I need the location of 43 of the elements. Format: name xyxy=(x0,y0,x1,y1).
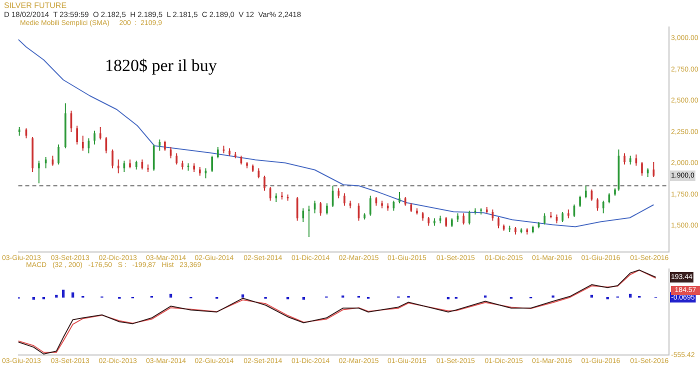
candlestick xyxy=(82,135,84,152)
candlestick xyxy=(369,195,372,216)
candlestick xyxy=(641,162,643,176)
candlestick xyxy=(445,216,448,228)
candlestick xyxy=(624,152,626,165)
chart-title: SILVER FUTURE xyxy=(4,1,67,10)
bar xyxy=(62,290,65,298)
annotation: 1820$ per il buy xyxy=(105,56,217,75)
candlestick xyxy=(302,208,304,222)
candlestick xyxy=(498,216,500,229)
candlestick xyxy=(164,140,166,152)
candlestick xyxy=(579,195,581,208)
candlestick xyxy=(468,210,470,225)
candlestick xyxy=(344,192,346,206)
candlestick xyxy=(264,175,266,192)
candlestick xyxy=(58,144,60,165)
candlestick xyxy=(562,212,564,222)
candlestick xyxy=(596,198,598,212)
candlestick xyxy=(608,192,610,204)
candlestick xyxy=(112,149,114,169)
candlestick xyxy=(94,130,96,145)
candlestick xyxy=(152,144,155,172)
candlestick xyxy=(320,202,322,216)
candlestick xyxy=(216,146,219,159)
candlestick xyxy=(99,126,102,140)
candlestick xyxy=(158,139,161,152)
bar xyxy=(552,295,554,298)
candlestick xyxy=(602,200,604,214)
candlestick xyxy=(211,155,213,172)
candlestick xyxy=(326,202,328,215)
candlestick xyxy=(117,159,120,174)
candlestick xyxy=(635,154,638,166)
candlestick xyxy=(308,205,310,238)
candlestick xyxy=(38,160,40,184)
candlestick xyxy=(398,192,400,204)
candlestick xyxy=(338,188,340,199)
candlestick xyxy=(544,212,546,225)
candlestick xyxy=(176,152,178,165)
candlestick xyxy=(652,162,655,178)
candlestick xyxy=(462,212,464,225)
candlestick xyxy=(584,185,587,199)
candlestick xyxy=(76,125,78,145)
candlestick xyxy=(258,168,260,179)
